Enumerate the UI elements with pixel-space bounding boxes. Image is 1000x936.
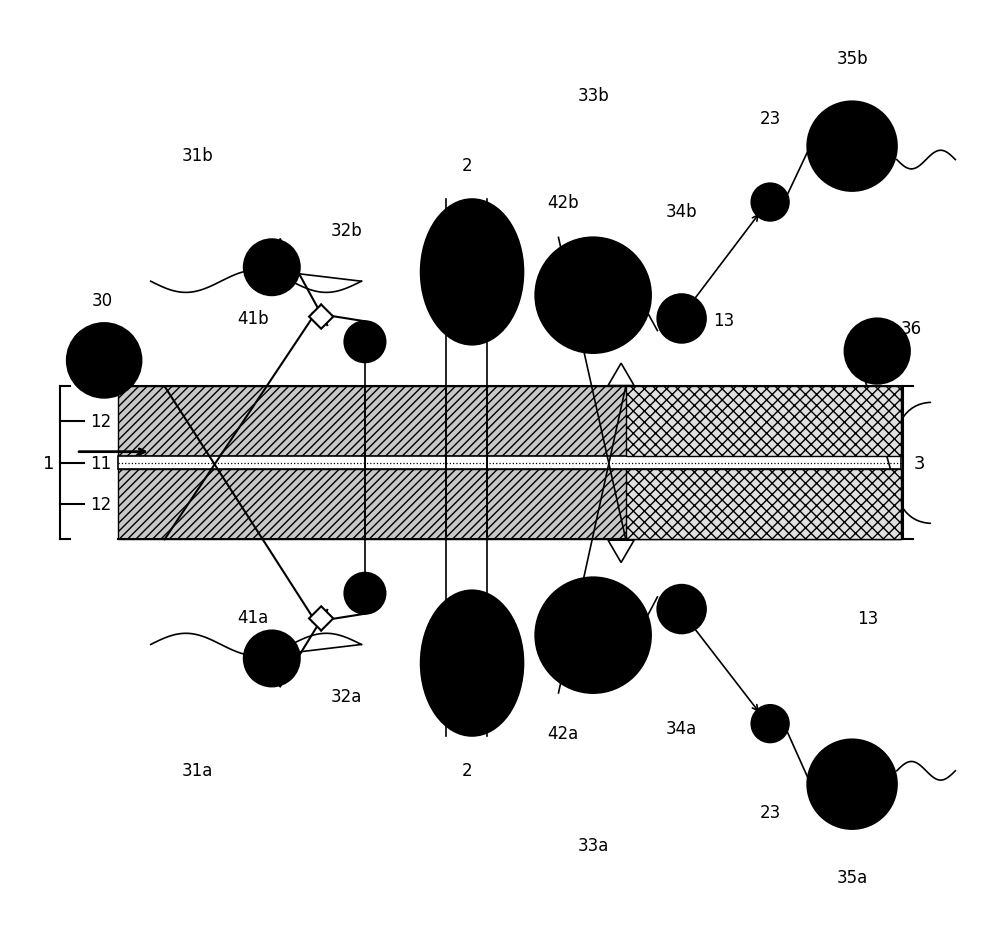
Text: 32a: 32a xyxy=(331,687,362,705)
Text: 33a: 33a xyxy=(577,836,609,854)
Polygon shape xyxy=(608,364,634,387)
Text: 31b: 31b xyxy=(181,147,213,166)
Circle shape xyxy=(657,585,706,634)
Bar xyxy=(626,470,901,540)
Bar xyxy=(118,388,901,457)
Bar xyxy=(118,457,901,470)
Text: 2: 2 xyxy=(462,156,473,175)
Circle shape xyxy=(751,184,789,222)
Text: 12: 12 xyxy=(90,496,111,514)
Text: 13: 13 xyxy=(713,312,734,330)
Text: 35b: 35b xyxy=(836,50,868,67)
Circle shape xyxy=(67,324,141,398)
Circle shape xyxy=(751,705,789,742)
Text: 2: 2 xyxy=(462,761,473,780)
Text: 33b: 33b xyxy=(577,87,609,105)
Bar xyxy=(118,470,901,540)
Text: 34a: 34a xyxy=(666,720,697,738)
Ellipse shape xyxy=(421,200,523,345)
Text: 41b: 41b xyxy=(237,310,269,329)
Circle shape xyxy=(807,739,897,829)
Text: 1: 1 xyxy=(43,454,55,473)
Text: 23: 23 xyxy=(759,803,781,821)
Circle shape xyxy=(260,647,284,670)
Text: 13: 13 xyxy=(857,609,879,628)
Text: 35a: 35a xyxy=(836,869,868,886)
Ellipse shape xyxy=(421,591,523,736)
Circle shape xyxy=(657,295,706,344)
Text: 32b: 32b xyxy=(330,222,362,240)
Text: 41a: 41a xyxy=(238,607,269,626)
Circle shape xyxy=(845,319,910,385)
Polygon shape xyxy=(309,305,333,329)
Circle shape xyxy=(535,578,651,694)
Circle shape xyxy=(833,766,871,803)
Circle shape xyxy=(244,240,300,296)
Text: 36: 36 xyxy=(901,319,922,337)
Circle shape xyxy=(807,102,897,192)
Text: 12: 12 xyxy=(90,413,111,431)
Circle shape xyxy=(344,573,385,614)
Text: 30: 30 xyxy=(92,291,113,310)
Text: 42b: 42b xyxy=(548,194,579,212)
Polygon shape xyxy=(608,541,634,563)
Text: 11: 11 xyxy=(90,454,111,473)
Bar xyxy=(626,388,901,457)
Circle shape xyxy=(344,322,385,363)
Text: 42a: 42a xyxy=(548,724,579,742)
Circle shape xyxy=(535,238,651,354)
Polygon shape xyxy=(309,607,333,631)
Text: 34b: 34b xyxy=(666,203,697,221)
Text: 31a: 31a xyxy=(182,761,213,780)
Circle shape xyxy=(260,256,284,280)
Text: 23: 23 xyxy=(759,110,781,128)
Circle shape xyxy=(244,631,300,687)
Text: 3: 3 xyxy=(913,454,925,473)
Circle shape xyxy=(833,128,871,166)
